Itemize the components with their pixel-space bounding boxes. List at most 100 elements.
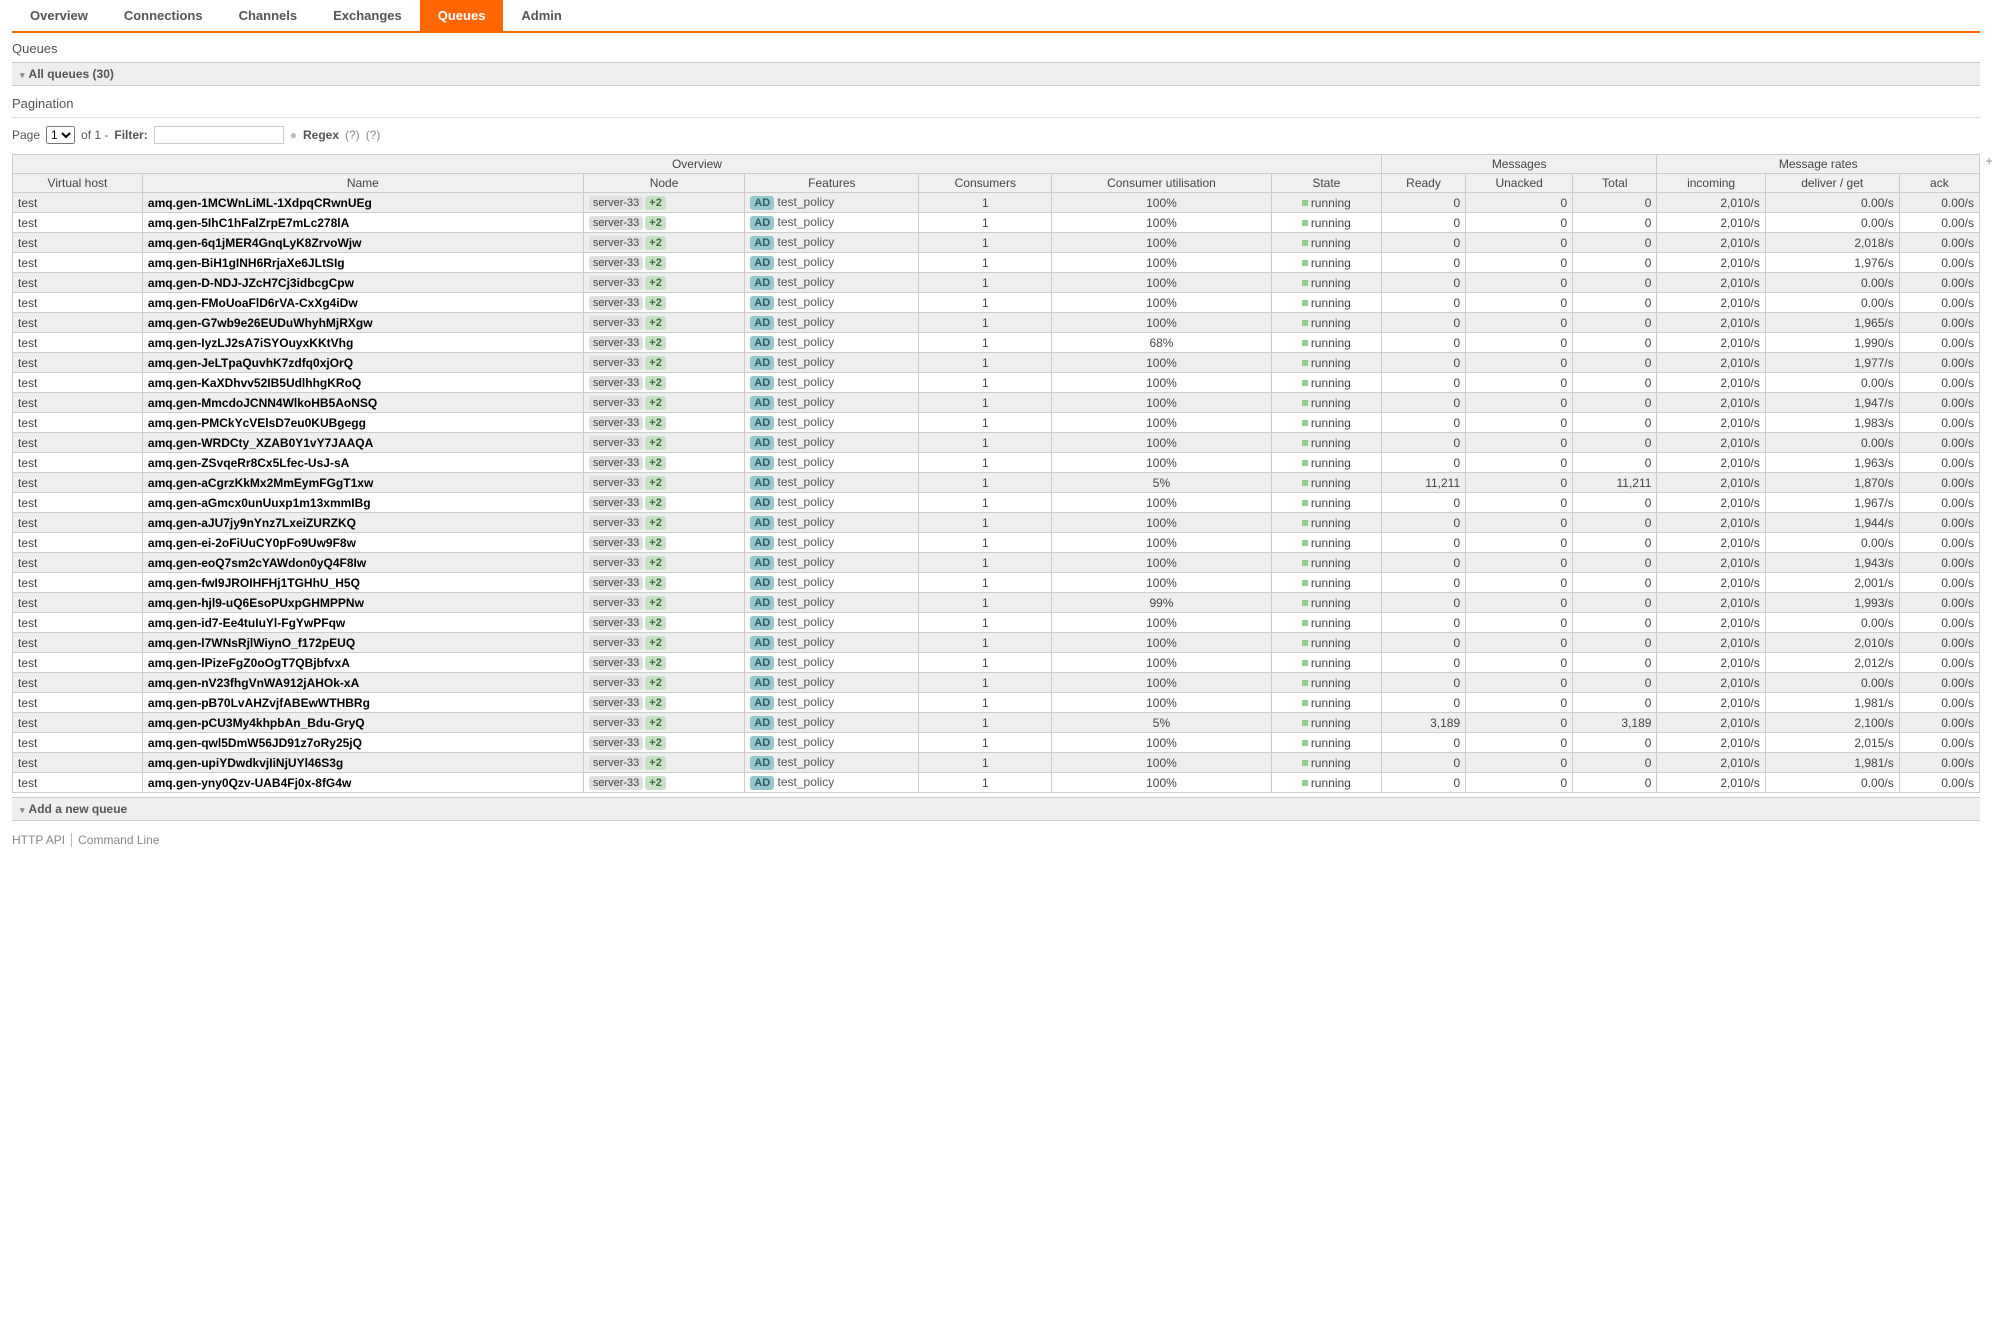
policy-link[interactable]: test_policy — [778, 755, 835, 769]
col-ready[interactable]: Ready — [1381, 174, 1465, 193]
policy-link[interactable]: test_policy — [778, 235, 835, 249]
cell-name[interactable]: amq.gen-aGmcx0unUuxp1m13xmmIBg — [142, 493, 583, 513]
all-queues-toggle[interactable]: All queues (30) — [12, 62, 1980, 86]
cell-name[interactable]: amq.gen-6q1jMER4GnqLyK8ZrvoWjw — [142, 233, 583, 253]
policy-link[interactable]: test_policy — [778, 515, 835, 529]
col-node[interactable]: Node — [583, 174, 744, 193]
cell-name[interactable]: amq.gen-ZSvqeRr8Cx5Lfec-UsJ-sA — [142, 453, 583, 473]
policy-link[interactable]: test_policy — [778, 215, 835, 229]
add-queue-toggle[interactable]: Add a new queue — [12, 797, 1980, 821]
tab-admin[interactable]: Admin — [503, 0, 579, 31]
policy-link[interactable]: test_policy — [778, 615, 835, 629]
policy-link[interactable]: test_policy — [778, 315, 835, 329]
regex-help-2[interactable]: (?) — [366, 128, 381, 142]
cell-ack: 0.00/s — [1899, 313, 1979, 333]
cell-name[interactable]: amq.gen-G7wb9e26EUDuWhyhMjRXgw — [142, 313, 583, 333]
policy-link[interactable]: test_policy — [778, 675, 835, 689]
state-indicator-icon — [1302, 360, 1308, 366]
col-state[interactable]: State — [1271, 174, 1381, 193]
cell-name[interactable]: amq.gen-aCgrzKkMx2MmEymFGgT1xw — [142, 473, 583, 493]
autodelete-badge: AD — [750, 196, 774, 210]
col-total[interactable]: Total — [1573, 174, 1657, 193]
cell-deliver: 1,981/s — [1765, 753, 1899, 773]
policy-link[interactable]: test_policy — [778, 455, 835, 469]
col-unacked[interactable]: Unacked — [1466, 174, 1573, 193]
policy-link[interactable]: test_policy — [778, 775, 835, 789]
cell-incoming: 2,010/s — [1657, 593, 1765, 613]
col-consumers[interactable]: Consumers — [919, 174, 1052, 193]
regex-help-1[interactable]: (?) — [345, 128, 360, 142]
cell-name[interactable]: amq.gen-id7-Ee4tuIuYl-FgYwPFqw — [142, 613, 583, 633]
cell-name[interactable]: amq.gen-lPizeFgZ0oOgT7QBjbfvxA — [142, 653, 583, 673]
filter-input[interactable] — [154, 126, 284, 144]
tab-exchanges[interactable]: Exchanges — [315, 0, 420, 31]
policy-link[interactable]: test_policy — [778, 255, 835, 269]
policy-link[interactable]: test_policy — [778, 595, 835, 609]
cell-name[interactable]: amq.gen-KaXDhvv52IB5UdlhhgKRoQ — [142, 373, 583, 393]
policy-link[interactable]: test_policy — [778, 495, 835, 509]
cell-name[interactable]: amq.gen-pCU3My4khpbAn_Bdu-GryQ — [142, 713, 583, 733]
policy-link[interactable]: test_policy — [778, 295, 835, 309]
cell-name[interactable]: amq.gen-hjl9-uQ6EsoPUxpGHMPPNw — [142, 593, 583, 613]
col-deliver[interactable]: deliver / get — [1765, 174, 1899, 193]
tab-overview[interactable]: Overview — [12, 0, 106, 31]
replica-badge: +2 — [645, 636, 666, 650]
cell-name[interactable]: amq.gen-nV23fhgVnWA912jAHOk-xA — [142, 673, 583, 693]
cell-name[interactable]: amq.gen-l7WNsRjlWiynO_f172pEUQ — [142, 633, 583, 653]
columns-toggle[interactable]: +/- — [1986, 154, 1992, 168]
col-ack[interactable]: ack — [1899, 174, 1979, 193]
http-api-link[interactable]: HTTP API — [12, 833, 72, 847]
tab-queues[interactable]: Queues — [420, 0, 504, 31]
col-util[interactable]: Consumer utilisation — [1052, 174, 1272, 193]
cell-name[interactable]: amq.gen-aJU7jy9nYnz7LxeiZURZKQ — [142, 513, 583, 533]
cell-name[interactable]: amq.gen-WRDCty_XZAB0Y1vY7JAAQA — [142, 433, 583, 453]
tab-channels[interactable]: Channels — [221, 0, 316, 31]
page-select[interactable]: 1 — [46, 126, 75, 144]
policy-link[interactable]: test_policy — [778, 635, 835, 649]
cell-name[interactable]: amq.gen-IyzLJ2sA7iSYOuyxKKtVhg — [142, 333, 583, 353]
cell-incoming: 2,010/s — [1657, 293, 1765, 313]
cell-ready: 0 — [1381, 553, 1465, 573]
cell-name[interactable]: amq.gen-1MCWnLiML-1XdpqCRwnUEg — [142, 193, 583, 213]
col-name[interactable]: Name — [142, 174, 583, 193]
cell-name[interactable]: amq.gen-ei-2oFiUuCY0pFo9Uw9F8w — [142, 533, 583, 553]
policy-link[interactable]: test_policy — [778, 395, 835, 409]
cell-name[interactable]: amq.gen-qwl5DmW56JD91z7oRy25jQ — [142, 733, 583, 753]
col-vhost[interactable]: Virtual host — [13, 174, 143, 193]
policy-link[interactable]: test_policy — [778, 535, 835, 549]
policy-link[interactable]: test_policy — [778, 655, 835, 669]
policy-link[interactable]: test_policy — [778, 735, 835, 749]
node-badge: server-33 — [589, 436, 643, 450]
col-incoming[interactable]: incoming — [1657, 174, 1765, 193]
policy-link[interactable]: test_policy — [778, 435, 835, 449]
policy-link[interactable]: test_policy — [778, 475, 835, 489]
cell-name[interactable]: amq.gen-PMCkYcVElsD7eu0KUBgegg — [142, 413, 583, 433]
cli-link[interactable]: Command Line — [78, 833, 165, 847]
cell-name[interactable]: amq.gen-JeLTpaQuvhK7zdfq0xjOrQ — [142, 353, 583, 373]
cell-name[interactable]: amq.gen-MmcdoJCNN4WlkoHB5AoNSQ — [142, 393, 583, 413]
cell-name[interactable]: amq.gen-BiH1gINH6RrjaXe6JLtSIg — [142, 253, 583, 273]
policy-link[interactable]: test_policy — [778, 355, 835, 369]
cell-total: 0 — [1573, 553, 1657, 573]
cell-name[interactable]: amq.gen-eoQ7sm2cYAWdon0yQ4F8Iw — [142, 553, 583, 573]
cell-node: server-33+2 — [583, 493, 744, 513]
tab-connections[interactable]: Connections — [106, 0, 221, 31]
policy-link[interactable]: test_policy — [778, 335, 835, 349]
cell-deliver: 0.00/s — [1765, 293, 1899, 313]
col-features[interactable]: Features — [745, 174, 919, 193]
cell-name[interactable]: amq.gen-upiYDwdkvjIiNjUYl46S3g — [142, 753, 583, 773]
cell-name[interactable]: amq.gen-FMoUoaFlD6rVA-CxXg4iDw — [142, 293, 583, 313]
cell-name[interactable]: amq.gen-pB70LvAHZvjfABEwWTHBRg — [142, 693, 583, 713]
policy-link[interactable]: test_policy — [778, 375, 835, 389]
policy-link[interactable]: test_policy — [778, 275, 835, 289]
policy-link[interactable]: test_policy — [778, 695, 835, 709]
cell-name[interactable]: amq.gen-D-NDJ-JZcH7Cj3idbcgCpw — [142, 273, 583, 293]
policy-link[interactable]: test_policy — [778, 555, 835, 569]
policy-link[interactable]: test_policy — [778, 715, 835, 729]
policy-link[interactable]: test_policy — [778, 195, 835, 209]
cell-name[interactable]: amq.gen-5IhC1hFalZrpE7mLc278lA — [142, 213, 583, 233]
policy-link[interactable]: test_policy — [778, 415, 835, 429]
policy-link[interactable]: test_policy — [778, 575, 835, 589]
cell-name[interactable]: amq.gen-yny0Qzv-UAB4Fj0x-8fG4w — [142, 773, 583, 793]
cell-name[interactable]: amq.gen-fwI9JROIHFHj1TGHhU_H5Q — [142, 573, 583, 593]
